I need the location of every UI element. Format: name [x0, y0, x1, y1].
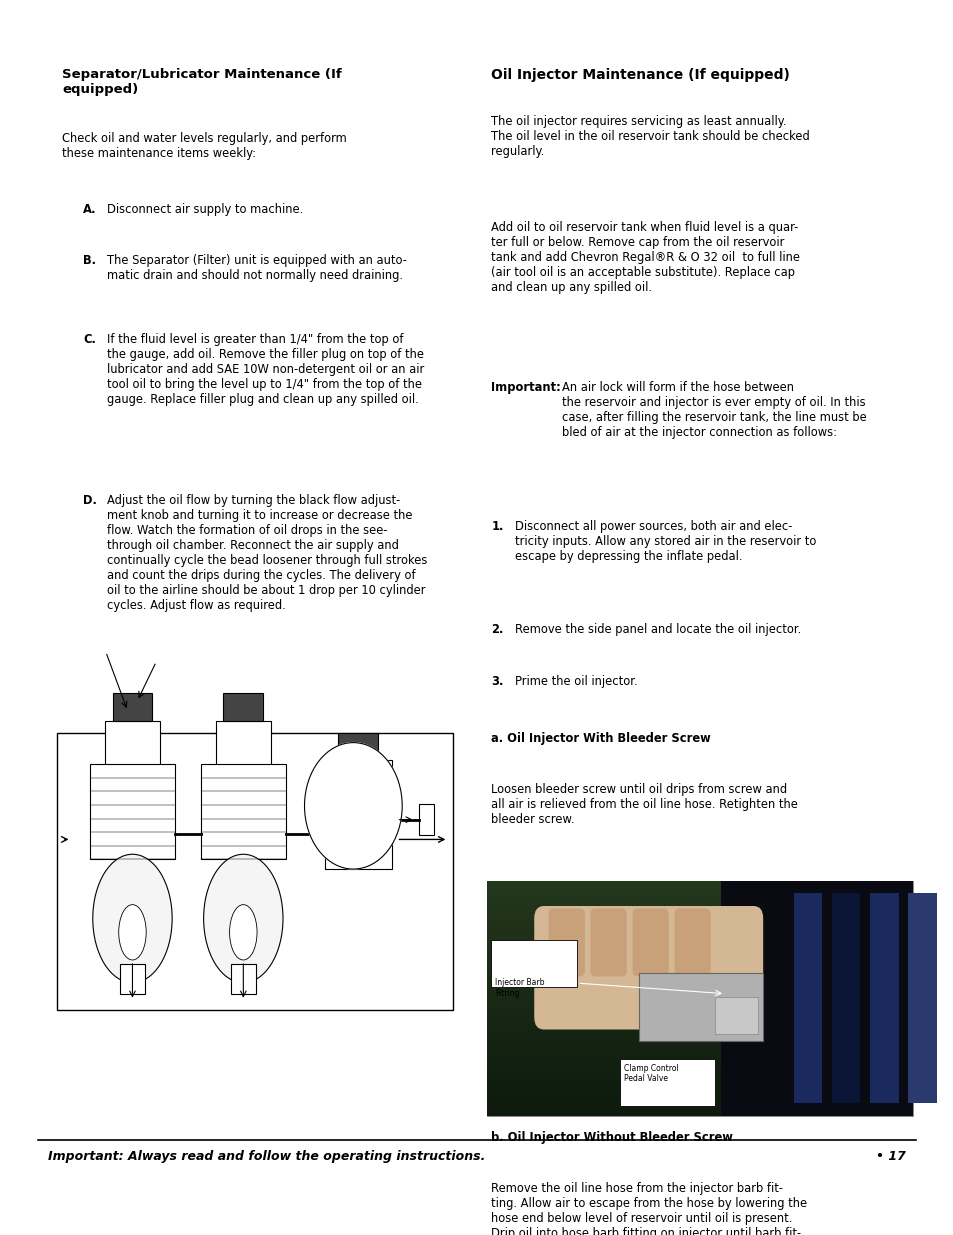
Bar	[486, 998, 741, 1007]
Bar	[486, 1030, 741, 1037]
Bar	[486, 1007, 741, 1014]
Ellipse shape	[92, 855, 172, 983]
Bar	[793, 893, 821, 1103]
Text: Oil Injector Maintenance (If equipped): Oil Injector Maintenance (If equipped)	[491, 68, 789, 82]
Bar	[486, 951, 741, 960]
Bar	[486, 990, 741, 998]
Circle shape	[304, 742, 402, 869]
Bar	[338, 732, 377, 761]
Bar	[720, 881, 912, 1115]
Bar	[831, 893, 860, 1103]
Bar	[90, 764, 175, 860]
Bar	[486, 1061, 741, 1068]
Ellipse shape	[118, 905, 146, 960]
Bar	[486, 1021, 741, 1030]
FancyBboxPatch shape	[674, 909, 710, 977]
Bar	[486, 974, 741, 983]
FancyBboxPatch shape	[632, 909, 668, 977]
Text: Separator/Lubricator Maintenance (If
equipped): Separator/Lubricator Maintenance (If equ…	[62, 68, 341, 96]
Text: D.: D.	[83, 494, 97, 506]
Bar	[486, 1092, 741, 1100]
Bar	[486, 936, 741, 944]
Bar	[486, 881, 912, 1115]
FancyBboxPatch shape	[534, 906, 762, 1030]
Bar	[486, 960, 741, 967]
Text: Adjust the oil flow by turning the black flow adjust-
ment knob and turning it t: Adjust the oil flow by turning the black…	[107, 494, 427, 611]
Bar	[120, 965, 145, 994]
Text: An air lock will form if the hose between
the reservoir and injector is ever emp: An air lock will form if the hose betwee…	[561, 382, 865, 440]
Text: b. Oil Injector Without Bleeder Screw: b. Oil Injector Without Bleeder Screw	[491, 1130, 733, 1144]
Bar	[486, 889, 741, 897]
Text: Remove the oil line hose from the injector barb fit-
ting. Allow air to escape f: Remove the oil line hose from the inject…	[491, 1182, 806, 1235]
Bar	[907, 893, 936, 1103]
Text: Important: Always read and follow the operating instructions.: Important: Always read and follow the op…	[48, 1150, 484, 1163]
Bar	[486, 1084, 741, 1092]
Text: Disconnect all power sources, both air and elec-
tricity inputs. Allow any store: Disconnect all power sources, both air a…	[515, 520, 816, 563]
Bar	[486, 1108, 741, 1115]
Text: B.: B.	[83, 254, 96, 268]
Text: Loosen bleeder screw until oil drips from screw and
all air is relieved from the: Loosen bleeder screw until oil drips fro…	[491, 783, 798, 826]
Ellipse shape	[230, 905, 256, 960]
Bar	[486, 1077, 741, 1084]
Bar	[105, 721, 160, 771]
Bar	[486, 1068, 741, 1077]
Bar	[486, 1014, 741, 1021]
Bar	[200, 764, 286, 860]
Text: Remove the side panel and locate the oil injector.: Remove the side panel and locate the oil…	[515, 622, 801, 636]
FancyBboxPatch shape	[590, 909, 626, 977]
Text: a. Oil Injector With Bleeder Screw: a. Oil Injector With Bleeder Screw	[491, 731, 710, 745]
Text: Clamp Control
Pedal Valve: Clamp Control Pedal Valve	[623, 1063, 678, 1083]
Text: 3.: 3.	[491, 674, 503, 688]
Bar	[223, 693, 263, 721]
Bar	[486, 927, 741, 936]
Text: 2.: 2.	[491, 622, 503, 636]
Text: Important:: Important:	[491, 382, 560, 394]
Bar	[486, 983, 741, 990]
Text: Add oil to oil reservoir tank when fluid level is a quar-
ter full or below. Rem: Add oil to oil reservoir tank when fluid…	[491, 221, 800, 294]
Bar	[486, 967, 741, 974]
Text: • 17: • 17	[876, 1150, 905, 1163]
Bar	[486, 881, 741, 889]
Text: Injector Barb
Fitting: Injector Barb Fitting	[495, 978, 544, 998]
Text: The oil injector requires servicing as least annually.
The oil level in the oil : The oil injector requires servicing as l…	[491, 115, 809, 158]
Ellipse shape	[203, 855, 283, 983]
Bar	[486, 1053, 741, 1061]
Text: Prime the oil injector.: Prime the oil injector.	[515, 674, 638, 688]
Bar	[715, 997, 758, 1034]
Bar	[486, 913, 741, 920]
Text: A.: A.	[83, 203, 96, 216]
Bar	[112, 693, 152, 721]
Bar	[486, 1037, 741, 1045]
Bar	[486, 944, 741, 951]
Bar	[231, 965, 255, 994]
Bar	[639, 973, 762, 1041]
Bar	[486, 920, 741, 927]
Bar	[869, 893, 898, 1103]
Bar	[215, 721, 271, 771]
Bar	[486, 1045, 741, 1053]
Text: Disconnect air supply to machine.: Disconnect air supply to machine.	[107, 203, 303, 216]
Text: The Separator (Filter) unit is equipped with an auto-
matic drain and should not: The Separator (Filter) unit is equipped …	[107, 254, 406, 283]
Bar	[486, 1100, 741, 1108]
FancyBboxPatch shape	[548, 909, 584, 977]
Text: Check oil and water levels regularly, and perform
these maintenance items weekly: Check oil and water levels regularly, an…	[62, 132, 346, 161]
Bar	[418, 804, 434, 836]
Bar	[491, 940, 577, 987]
Text: If the fluid level is greater than 1/4" from the top of
the gauge, add oil. Remo: If the fluid level is greater than 1/4" …	[107, 333, 424, 406]
Bar	[324, 761, 392, 869]
Text: 1.: 1.	[491, 520, 503, 532]
Text: C.: C.	[83, 333, 95, 346]
Bar	[486, 897, 741, 904]
Bar	[486, 904, 741, 913]
Bar	[619, 1058, 715, 1105]
Bar	[57, 732, 453, 1010]
